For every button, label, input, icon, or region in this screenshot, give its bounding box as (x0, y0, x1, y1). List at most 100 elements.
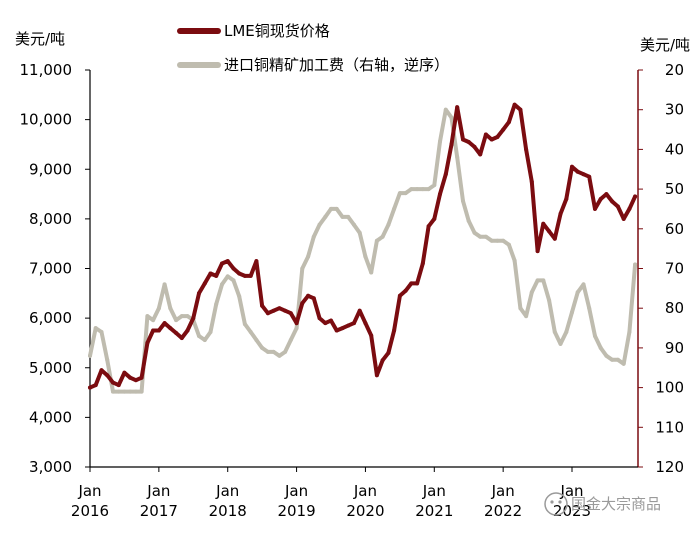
data-point (208, 330, 213, 334)
data-point (116, 383, 121, 388)
data-point (604, 192, 609, 197)
legend-label: LME铜现货价格 (224, 22, 330, 40)
data-point (512, 102, 517, 107)
left-tick-label: 8,000 (29, 210, 72, 228)
data-point (581, 172, 586, 177)
right-tick-label: 110 (655, 418, 684, 436)
data-point (145, 314, 150, 319)
data-point (254, 338, 259, 342)
data-point (116, 389, 121, 394)
right-axis-ticks: 20 30 40 50 60 70 80 90 100 110 120 (638, 61, 684, 476)
data-point (185, 328, 190, 333)
data-point (558, 341, 563, 346)
right-tick-label: 90 (665, 339, 684, 357)
x-axis-ticks: Jan 2016 Jan 2017 Jan 2018 Jan 2019 Jan 2020 Jan 20… (71, 467, 591, 520)
data-point (478, 152, 483, 157)
data-point (483, 132, 488, 137)
data-point (392, 206, 397, 211)
data-point (260, 345, 265, 350)
data-point (374, 373, 379, 378)
data-point (518, 107, 523, 112)
data-point (237, 271, 242, 276)
x-tick-label-month: Jan (491, 482, 515, 500)
x-tick-label-year: 2023 (553, 502, 591, 520)
data-point (105, 357, 110, 362)
data-point (541, 221, 546, 226)
data-point (409, 187, 414, 192)
data-point (489, 238, 494, 243)
data-point (242, 322, 247, 327)
left-tick-label: 11,000 (20, 61, 73, 79)
data-point (174, 331, 179, 335)
data-point (432, 183, 437, 188)
data-point (455, 105, 460, 110)
data-point (627, 206, 632, 211)
data-point (283, 308, 288, 313)
data-point (128, 375, 133, 380)
data-point (306, 293, 311, 298)
series-lme-copper (88, 102, 638, 390)
x-tick-label-year: 2018 (209, 502, 247, 520)
data-point (311, 296, 316, 301)
wechat-icon (544, 492, 568, 516)
data-point (483, 234, 488, 239)
data-point (570, 310, 574, 315)
data-point (403, 191, 408, 196)
data-point (420, 261, 425, 266)
data-point (242, 273, 247, 278)
data-point (432, 216, 437, 221)
data-point (524, 314, 529, 319)
data-point (323, 214, 328, 219)
data-point (374, 238, 379, 243)
data-point (541, 278, 546, 283)
x-tick-label-year: 2022 (484, 502, 522, 520)
x-tick-label-month: Jan (353, 482, 377, 500)
data-point (214, 273, 219, 278)
data-point (271, 349, 276, 354)
data-point (380, 234, 385, 239)
data-point (449, 142, 454, 147)
data-point (535, 249, 540, 254)
data-point (587, 306, 592, 311)
series-line-tc (88, 107, 638, 394)
data-point (179, 336, 184, 340)
data-point (363, 254, 368, 259)
data-point (93, 383, 98, 388)
data-point (369, 333, 374, 338)
data-point (311, 234, 316, 239)
left-axis-ticks: 3,000 4,000 5,000 6,000 7,000 8,000 9,000 10,00… (20, 61, 90, 476)
data-point (329, 318, 333, 323)
x-tick-label-month: Jan (77, 482, 101, 500)
data-point (352, 321, 356, 326)
legend-label: 进口铜精矿加工费（右轴，逆序） (224, 56, 449, 74)
data-point (133, 378, 138, 383)
data-point (111, 380, 115, 385)
right-tick-label: 60 (665, 220, 684, 238)
data-point (403, 288, 408, 293)
data-point (237, 294, 242, 299)
data-point (587, 174, 592, 179)
data-point (352, 222, 356, 227)
data-point (191, 316, 196, 321)
left-tick-label: 10,000 (20, 111, 73, 129)
data-point (105, 373, 110, 378)
data-point (133, 389, 138, 394)
data-point (317, 316, 322, 321)
data-point (162, 282, 167, 287)
data-point (610, 199, 615, 204)
data-point (220, 261, 224, 266)
data-point (529, 179, 534, 184)
data-point (415, 281, 420, 286)
data-point (357, 230, 362, 235)
series-layer (88, 102, 638, 394)
data-point (386, 222, 391, 227)
data-point (277, 306, 282, 311)
x-tick-label-month: Jan (215, 482, 239, 500)
data-point (443, 107, 448, 112)
data-point (489, 137, 494, 142)
data-point (99, 368, 104, 373)
data-point (323, 321, 328, 326)
data-point (271, 308, 276, 313)
data-point (392, 328, 397, 333)
